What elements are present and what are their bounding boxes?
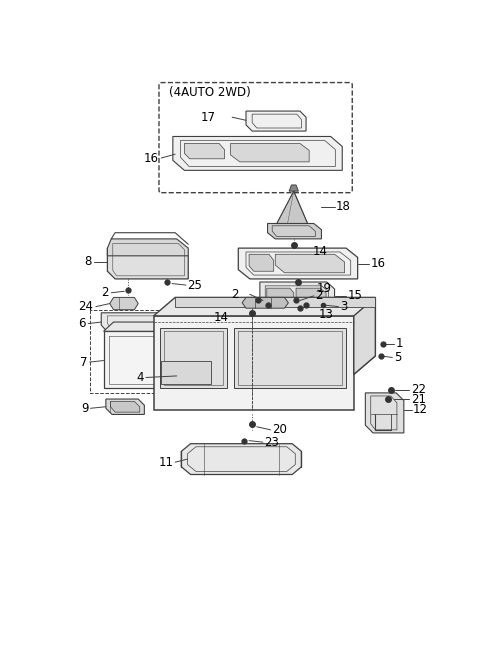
Text: 2: 2 bbox=[231, 288, 238, 301]
Text: 22: 22 bbox=[411, 383, 426, 396]
Polygon shape bbox=[161, 361, 211, 384]
Polygon shape bbox=[110, 297, 138, 310]
Polygon shape bbox=[365, 393, 404, 433]
Polygon shape bbox=[242, 297, 288, 308]
Polygon shape bbox=[249, 255, 274, 271]
Text: 1: 1 bbox=[396, 337, 403, 350]
Text: 5: 5 bbox=[394, 351, 401, 364]
Polygon shape bbox=[154, 297, 375, 375]
Text: 8: 8 bbox=[84, 255, 92, 268]
Polygon shape bbox=[277, 191, 308, 224]
Polygon shape bbox=[175, 297, 375, 306]
Polygon shape bbox=[154, 316, 354, 410]
Text: 2: 2 bbox=[315, 289, 323, 302]
Text: 24: 24 bbox=[79, 300, 94, 313]
Polygon shape bbox=[184, 144, 225, 159]
Polygon shape bbox=[198, 322, 208, 388]
Text: 16: 16 bbox=[371, 257, 386, 270]
Polygon shape bbox=[238, 248, 358, 279]
Polygon shape bbox=[260, 282, 335, 308]
Text: 25: 25 bbox=[188, 279, 203, 291]
Polygon shape bbox=[108, 239, 188, 256]
Text: 6: 6 bbox=[78, 317, 86, 330]
Polygon shape bbox=[108, 248, 188, 279]
Polygon shape bbox=[104, 322, 208, 388]
Text: 3: 3 bbox=[340, 300, 348, 313]
Text: 11: 11 bbox=[158, 456, 174, 468]
Text: 4: 4 bbox=[136, 371, 144, 384]
Text: 2: 2 bbox=[101, 286, 109, 299]
Polygon shape bbox=[275, 255, 345, 273]
Polygon shape bbox=[354, 297, 375, 375]
Text: 14: 14 bbox=[214, 311, 229, 324]
Polygon shape bbox=[296, 288, 326, 302]
Polygon shape bbox=[173, 136, 342, 171]
Polygon shape bbox=[246, 111, 306, 131]
Text: 16: 16 bbox=[143, 152, 158, 165]
Text: 13: 13 bbox=[318, 308, 333, 321]
Polygon shape bbox=[160, 328, 227, 388]
Text: (4AUTO 2WD): (4AUTO 2WD) bbox=[169, 86, 251, 99]
Polygon shape bbox=[267, 288, 294, 302]
Text: 9: 9 bbox=[82, 401, 89, 415]
Text: 23: 23 bbox=[264, 436, 279, 449]
Text: 19: 19 bbox=[317, 281, 332, 295]
Text: 17: 17 bbox=[200, 111, 215, 124]
Polygon shape bbox=[106, 399, 144, 415]
Text: 12: 12 bbox=[413, 403, 428, 417]
Polygon shape bbox=[234, 328, 346, 388]
Polygon shape bbox=[267, 224, 322, 239]
Text: 21: 21 bbox=[411, 392, 426, 405]
Text: 7: 7 bbox=[80, 356, 87, 369]
Text: 18: 18 bbox=[336, 200, 351, 213]
Polygon shape bbox=[101, 313, 195, 333]
Polygon shape bbox=[289, 185, 299, 191]
Polygon shape bbox=[104, 331, 198, 388]
Polygon shape bbox=[110, 401, 140, 412]
Polygon shape bbox=[230, 144, 309, 162]
Polygon shape bbox=[181, 443, 301, 474]
Text: 20: 20 bbox=[272, 423, 287, 436]
Text: 15: 15 bbox=[348, 289, 362, 302]
Text: 14: 14 bbox=[313, 245, 328, 258]
